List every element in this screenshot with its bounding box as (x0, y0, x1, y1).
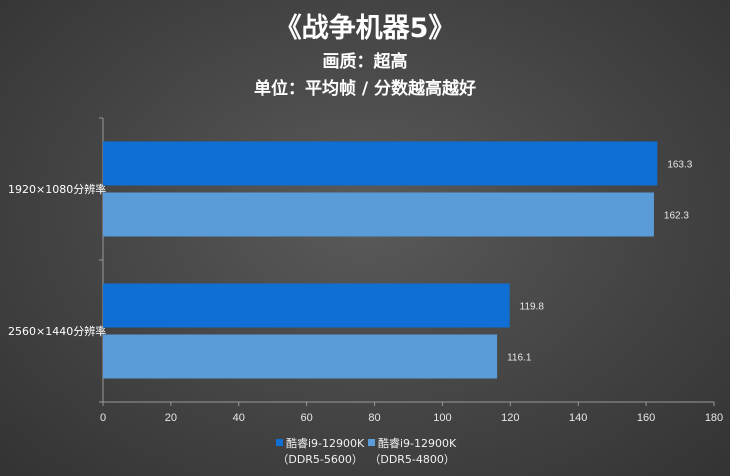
x-tick-label: 140 (569, 412, 587, 424)
bar (103, 192, 654, 237)
bar (103, 283, 510, 328)
legend-label-ddr5-4800: 酷睿i9-12900K (378, 437, 457, 450)
bar-value-label: 116.1 (507, 353, 532, 364)
legend-item-ddr5-5600: 酷睿i9-12900K （DDR5-5600） (276, 436, 364, 468)
x-tick-label: 0 (100, 412, 106, 424)
x-tick-label: 40 (233, 412, 245, 424)
bar-value-label: 163.3 (667, 160, 692, 171)
bar-value-label: 119.8 (520, 302, 545, 313)
chart-title: 《战争机器5》 (274, 13, 456, 44)
legend-sub-ddr5-5600: （DDR5-5600） (277, 453, 363, 466)
chart-subtitle: 画质：超高 (322, 52, 408, 72)
x-tick-label: 100 (433, 412, 451, 424)
bar (103, 141, 658, 186)
legend-swatch-ddr5-5600 (276, 439, 283, 446)
bar-value-label: 162.3 (664, 211, 689, 222)
x-tick-label: 160 (637, 412, 655, 424)
x-tick-label: 20 (165, 412, 177, 424)
x-tick-label: 120 (501, 412, 519, 424)
x-tick-label: 60 (301, 412, 313, 424)
legend-item-ddr5-4800: 酷睿i9-12900K （DDR5-4800） (368, 436, 456, 468)
chart-unit-note: 单位：平均帧 / 分数越高越好 (253, 79, 477, 99)
category-label: 1920×1080分辨率 (8, 182, 106, 196)
chart-legend: 酷睿i9-12900K （DDR5-5600） 酷睿i9-12900K （DDR… (0, 436, 730, 472)
legend-swatch-ddr5-4800 (368, 439, 375, 446)
legend-label-ddr5-5600: 酷睿i9-12900K (286, 437, 365, 450)
x-tick-label: 180 (705, 412, 723, 424)
x-tick-label: 80 (368, 412, 380, 424)
bar (103, 334, 498, 379)
category-label: 2560×1440分辨率 (8, 324, 106, 338)
legend-sub-ddr5-4800: （DDR5-4800） (369, 453, 455, 466)
